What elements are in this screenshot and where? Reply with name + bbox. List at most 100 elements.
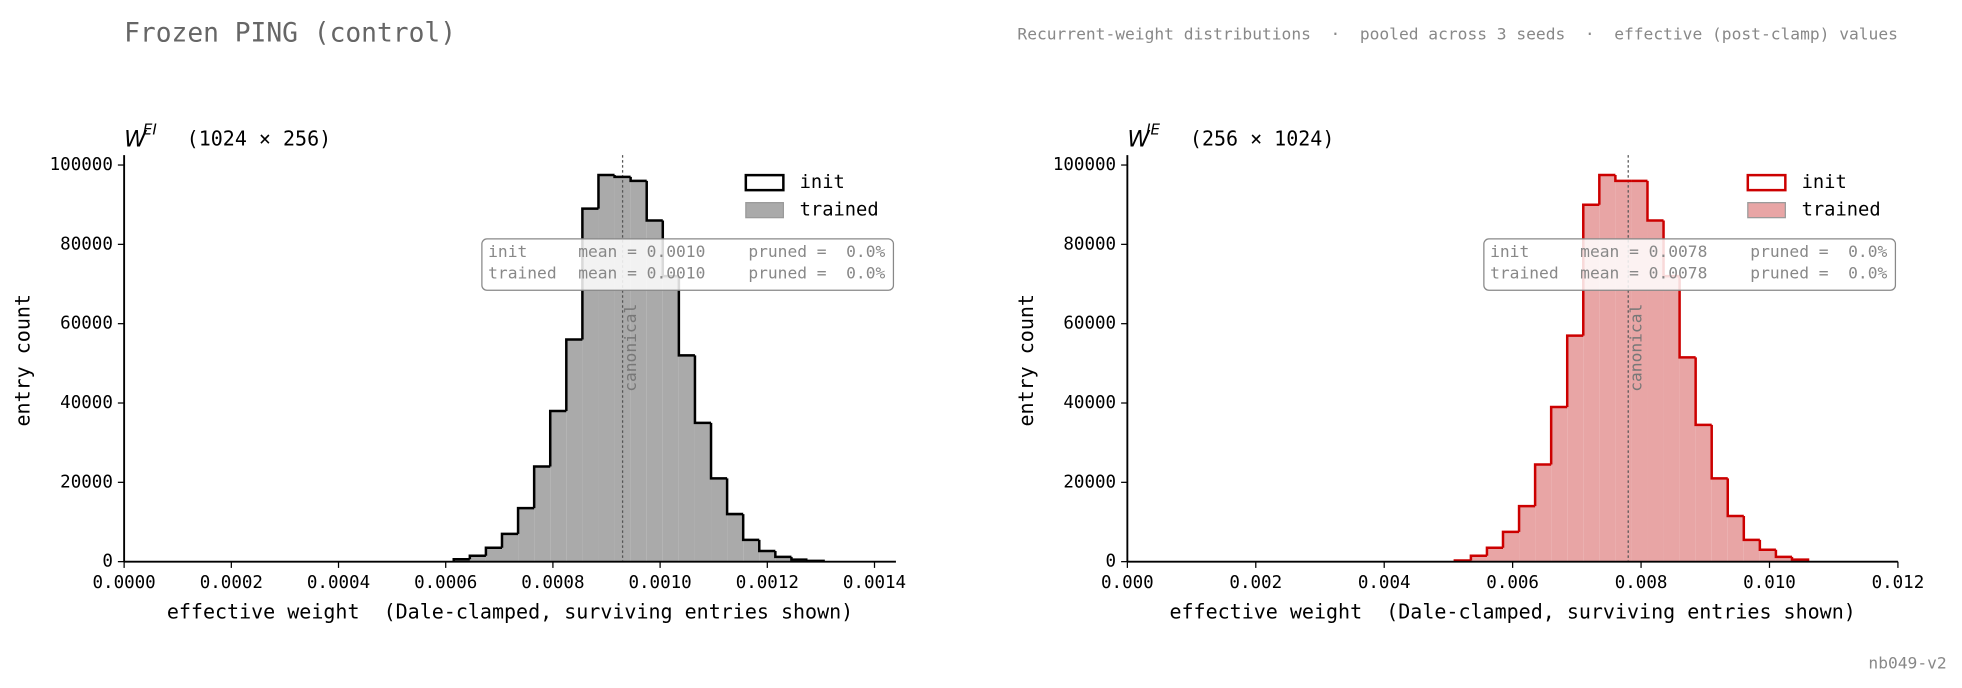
histogram-bar (662, 276, 679, 562)
histogram-bar (1486, 547, 1504, 562)
histogram-bar (694, 422, 712, 562)
histogram-bar (1519, 506, 1536, 562)
legend-label: trained (800, 200, 879, 221)
histogram-step (774, 550, 792, 559)
histogram-bar (1775, 556, 1792, 562)
histogram-bar (582, 208, 599, 562)
histogram-bar (1583, 204, 1600, 562)
histogram-bar (775, 556, 792, 562)
stats-box (481, 238, 895, 291)
legend-label: init (1802, 172, 1847, 193)
histogram-step (484, 546, 502, 556)
x-tick-label: 0.0006 (414, 573, 477, 593)
histogram-step (1742, 516, 1760, 542)
histogram-bar (534, 466, 551, 562)
stats-text: pruned = 0.0% (1750, 242, 1887, 261)
x-tick-label: 0.008 (1615, 573, 1668, 593)
x-tick-label: 0.0010 (628, 573, 691, 593)
histogram-bar (1567, 335, 1584, 562)
footer: nb049-v2 (1868, 654, 1946, 673)
histogram-step (790, 556, 808, 561)
page-title: Frozen PING (control) (124, 18, 456, 48)
histogram-step (1565, 334, 1584, 407)
y-tick-label: 20000 (1063, 472, 1116, 492)
x-tick-label: 0.0004 (307, 573, 370, 593)
histogram-bar (1743, 539, 1760, 562)
histogram-step (1646, 180, 1664, 222)
y-tick-label: 60000 (60, 314, 113, 334)
histogram-bar (1599, 174, 1616, 562)
stats-text: mean = 0.0010 (578, 263, 705, 282)
histogram-step (677, 276, 695, 357)
histogram-bar (711, 478, 728, 562)
panel-title: W (124, 127, 147, 153)
histogram-step (532, 465, 551, 509)
histogram-step (1790, 556, 1810, 562)
stats-text: mean = 0.0078 (1580, 242, 1707, 261)
histogram-step (613, 174, 631, 179)
histogram-step (468, 554, 486, 560)
histogram-bar (646, 220, 663, 562)
histogram-step (1726, 478, 1744, 518)
x-tick-label: 0.012 (1872, 573, 1925, 593)
histogram-step (1533, 463, 1552, 507)
histogram-bar (469, 555, 486, 562)
stats-text: trained (488, 263, 556, 282)
histogram-step (516, 506, 535, 534)
canonical-label: canonical (1626, 304, 1645, 392)
histogram-step (1517, 504, 1536, 532)
histogram-step (1678, 276, 1696, 359)
panel-title-shape: (1024 × 256) (187, 127, 332, 151)
stats-text: pruned = 0.0% (748, 263, 885, 282)
stats-text: mean = 0.0010 (578, 242, 705, 261)
x-tick-label: 0.000 (1101, 573, 1154, 593)
x-tick-label: 0.002 (1229, 573, 1282, 593)
histogram-step (1501, 530, 1520, 548)
histogram-bar (727, 514, 744, 562)
y-tick-label: 60000 (1063, 314, 1116, 334)
legend-swatch (1747, 202, 1786, 219)
y-axis-label: entry count (1014, 294, 1038, 426)
panel-title-shape: (256 × 1024) (1190, 127, 1335, 151)
histogram-step (548, 409, 567, 467)
histogram-step (1758, 539, 1776, 552)
histogram-step (1485, 546, 1504, 556)
histogram-bar (1759, 549, 1776, 562)
histogram-step (500, 532, 519, 548)
y-tick-label: 0 (1106, 552, 1117, 572)
histogram-step (1549, 405, 1568, 465)
histogram-bar (1647, 220, 1664, 562)
x-tick-label: 0.0000 (93, 573, 156, 593)
histogram-step (725, 478, 744, 516)
histogram-step (693, 355, 712, 425)
canonical-label: canonical (621, 304, 640, 392)
histogram-step (1710, 424, 1728, 480)
histogram-step (1582, 203, 1600, 336)
y-tick-label: 100000 (50, 155, 113, 175)
histogram-bar (566, 339, 583, 562)
histogram-step (565, 338, 583, 411)
panel-title-sup: EI (143, 121, 157, 139)
y-tick-label: 0 (102, 552, 113, 572)
y-tick-label: 20000 (60, 472, 113, 492)
stats-text: init (1490, 242, 1529, 261)
histogram-bar (1535, 464, 1552, 562)
histogram-step (758, 539, 776, 553)
histogram-bar (1503, 531, 1520, 562)
histogram-step (709, 422, 728, 480)
histogram-bar (1663, 276, 1680, 562)
panel-title-sup: IE (1146, 121, 1160, 139)
histogram-bar (501, 533, 519, 562)
legend-swatch (744, 173, 785, 192)
histogram-bar (598, 174, 615, 562)
histogram-step (597, 173, 615, 209)
histogram-bar (1695, 424, 1712, 562)
histogram-step (1774, 549, 1792, 559)
x-tick-label: 0.0002 (200, 573, 263, 593)
histogram-bar (518, 508, 535, 562)
histogram-step (1614, 174, 1632, 183)
stats-text: mean = 0.0078 (1580, 263, 1707, 282)
histogram-step (1694, 357, 1712, 427)
y-tick-label: 40000 (60, 393, 113, 413)
